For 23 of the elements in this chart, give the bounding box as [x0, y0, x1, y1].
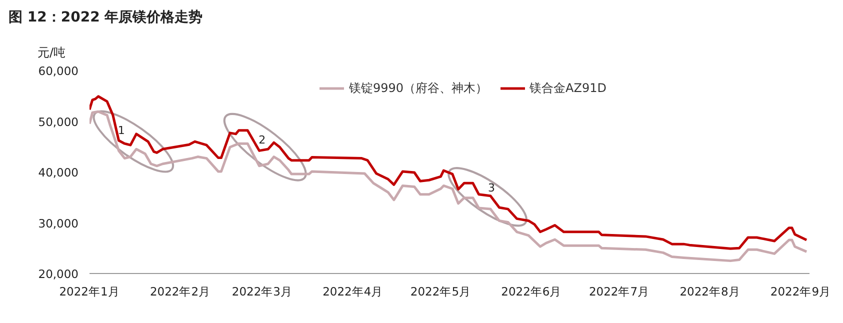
x-tick-label: 2022年2月	[150, 284, 211, 298]
y-tick-label: 50,000	[38, 114, 79, 129]
legend-label: 镁合金AZ91D	[530, 80, 606, 96]
line-series	[90, 110, 808, 262]
y-tick-label: 20,000	[38, 267, 79, 281]
chart-title: 图 12：2022 年原镁价格走势	[8, 10, 203, 26]
y-tick-label: 30,000	[38, 216, 79, 230]
legend-label: 镁锭9990（府谷、神木）	[349, 80, 488, 96]
y-axis-title: 元/吨	[38, 46, 66, 60]
x-tick-label: 2022年7月	[588, 284, 650, 298]
y-tick-label: 40,000	[38, 166, 79, 180]
x-tick-label: 2022年5月	[410, 284, 472, 298]
y-tick-label: 60,000	[38, 64, 79, 78]
x-tick-label: 2022年6月	[501, 284, 562, 298]
x-tick-label: 2022年1月	[59, 284, 120, 298]
annotation: 1	[118, 124, 125, 138]
line-series	[90, 95, 808, 250]
x-tick-label: 2022年4月	[322, 284, 384, 298]
x-tick-label: 2022年9月	[770, 284, 832, 298]
x-tick-label: 2022年3月	[232, 284, 292, 298]
x-tick-label: 2022年8月	[680, 284, 740, 298]
annotation: 3	[488, 181, 496, 194]
annotation: 2	[258, 134, 266, 147]
